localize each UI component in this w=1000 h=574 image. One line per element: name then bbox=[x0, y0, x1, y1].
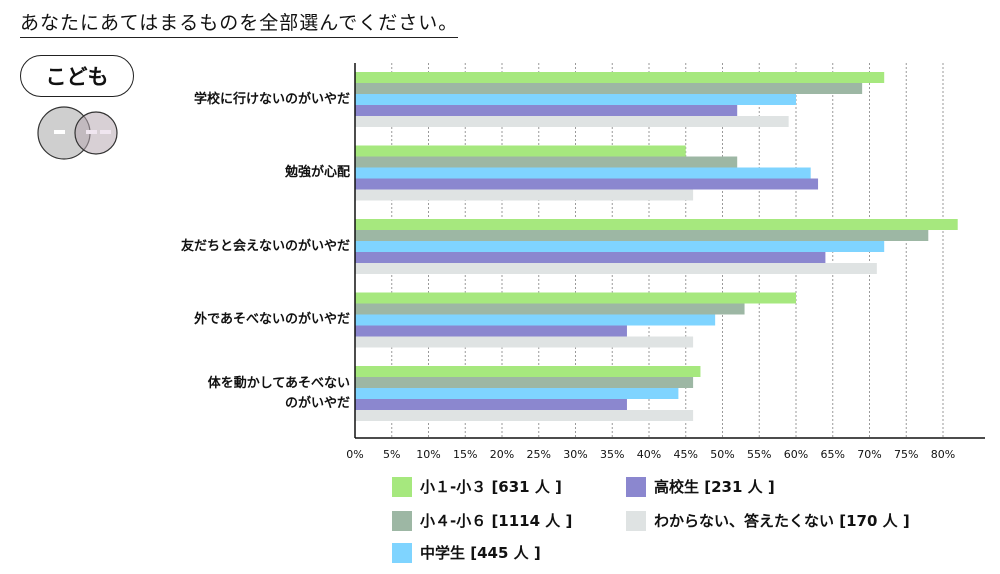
legend-item-grade4-6: 小４-小６ [1114 人 ] bbox=[392, 510, 572, 531]
x-tick-label: 70% bbox=[857, 448, 881, 461]
category-label-line: 体を動かしてあそべない bbox=[207, 375, 350, 391]
category-label: 学校に行けないのがいやだ bbox=[194, 90, 350, 110]
legend-swatch bbox=[392, 542, 412, 563]
category-label: 友だちと会えないのがいやだ bbox=[181, 237, 350, 257]
legend-label: 小１-小３ [631 人 ] bbox=[420, 478, 562, 496]
bar bbox=[355, 377, 694, 388]
bar bbox=[355, 399, 627, 410]
bar bbox=[355, 230, 929, 241]
category-label-line: 学校に行けないのがいやだ bbox=[193, 91, 350, 107]
bar bbox=[355, 156, 738, 168]
legend-label: わからない、答えたくない [170 人 ] bbox=[654, 512, 910, 530]
legend-item-no-answer: わからない、答えたくない [170 人 ] bbox=[626, 510, 910, 531]
bar bbox=[355, 263, 877, 274]
category-label-line: 友だちと会えないのがいやだ bbox=[180, 238, 350, 254]
bar bbox=[355, 189, 694, 201]
venn-icon bbox=[37, 106, 118, 160]
legend-label: 中学生 [445 人 ] bbox=[420, 544, 541, 562]
x-tick-label: 0% bbox=[346, 448, 363, 461]
category-label-line: 外であそべないのがいやだ bbox=[194, 312, 350, 327]
x-tick-label: 25% bbox=[527, 448, 551, 461]
bar bbox=[355, 388, 679, 399]
x-tick-label: 45% bbox=[674, 448, 698, 461]
legend-item-junior-high: 中学生 [445 人 ] bbox=[392, 542, 541, 563]
category-label: 勉強が心配 bbox=[285, 163, 350, 183]
bar bbox=[355, 336, 694, 348]
bar bbox=[355, 145, 686, 157]
x-tick-label: 75% bbox=[894, 448, 918, 461]
bar bbox=[355, 72, 885, 83]
x-tick-label: 65% bbox=[821, 448, 845, 461]
bar bbox=[355, 116, 789, 127]
x-tick-label: 60% bbox=[784, 448, 808, 461]
legend-swatch bbox=[626, 510, 646, 531]
category-label: 体を動かしてあそべないのがいやだ bbox=[208, 374, 350, 414]
legend-label: 高校生 [231 人 ] bbox=[654, 478, 775, 496]
bar bbox=[355, 178, 819, 190]
respondent-badge: こども bbox=[20, 55, 134, 97]
x-tick-label: 50% bbox=[710, 448, 734, 461]
legend-swatch bbox=[392, 510, 412, 531]
bar bbox=[355, 219, 958, 230]
legend-label: 小４-小６ [1114 人 ] bbox=[420, 512, 573, 530]
legend-swatch bbox=[392, 476, 412, 497]
category-label: 外であそべないのがいやだ bbox=[194, 310, 350, 330]
bar bbox=[355, 105, 738, 116]
legend: 小１-小３ [631 人 ] 小４-小６ [1114 人 ] 中学生 [445 … bbox=[392, 476, 992, 571]
bar bbox=[355, 83, 863, 94]
category-label-line: のがいやだ bbox=[284, 395, 350, 411]
category-label-line: 勉強が心配 bbox=[284, 165, 350, 180]
bar bbox=[355, 94, 796, 105]
x-tick-label: 40% bbox=[637, 448, 661, 461]
legend-item-high-school: 高校生 [231 人 ] bbox=[626, 476, 775, 497]
bar bbox=[355, 366, 701, 377]
x-tick-label: 5% bbox=[383, 448, 400, 461]
x-tick-label: 20% bbox=[490, 448, 514, 461]
x-tick-label: 35% bbox=[600, 448, 624, 461]
bar bbox=[355, 252, 826, 263]
legend-swatch bbox=[626, 476, 646, 497]
x-tick-label: 55% bbox=[747, 448, 771, 461]
legend-item-grade1-3: 小１-小３ [631 人 ] bbox=[392, 476, 562, 497]
bar bbox=[355, 167, 811, 179]
bar bbox=[355, 292, 796, 304]
x-tick-label: 15% bbox=[453, 448, 477, 461]
bar bbox=[355, 325, 627, 337]
bar bbox=[355, 241, 885, 252]
bar bbox=[355, 314, 716, 326]
x-tick-label: 30% bbox=[563, 448, 587, 461]
x-tick-label: 10% bbox=[416, 448, 440, 461]
bar bbox=[355, 410, 694, 421]
x-tick-label: 80% bbox=[931, 448, 955, 461]
question-title: あなたにあてはまるものを全部選んでください。 bbox=[20, 8, 459, 38]
bar bbox=[355, 303, 745, 315]
